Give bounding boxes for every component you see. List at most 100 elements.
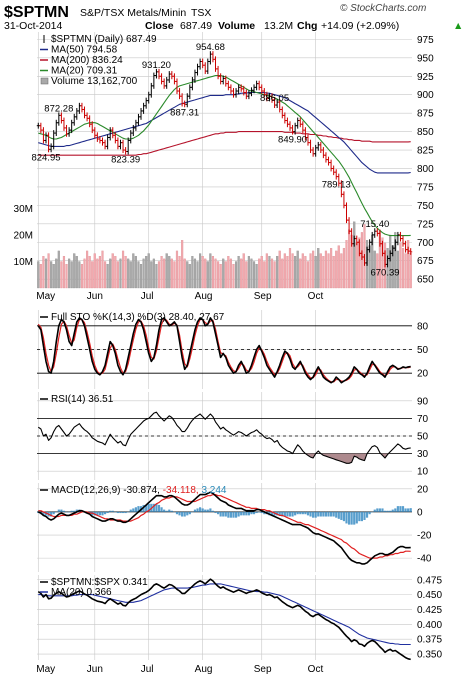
- volume-bar: [101, 250, 104, 289]
- macd-histogram-bar: [116, 511, 119, 514]
- volume-bar: [358, 237, 361, 289]
- volume-bar: [291, 253, 294, 289]
- volume-bar: [309, 253, 312, 289]
- macd-histogram-bar: [196, 508, 199, 512]
- volume-bar: [93, 253, 96, 289]
- macd-histogram-bar: [322, 511, 325, 517]
- volume-bar: [337, 245, 340, 289]
- volume-bar: [152, 258, 155, 289]
- volume-bar: [181, 240, 184, 289]
- legend-label-1: MA(50) 794.58: [51, 45, 118, 56]
- price-ytick-1: 675: [417, 256, 434, 267]
- macd-histogram-bar: [337, 511, 340, 519]
- volume-bar: [62, 256, 66, 289]
- volume-bar: [389, 234, 392, 289]
- volume-bar: [347, 229, 351, 289]
- volume-bar: [186, 261, 189, 289]
- month-label-0-4: Sep: [254, 291, 272, 302]
- legend-swatch-volume: [40, 77, 49, 85]
- legend-label-0: $SPTMN (Daily) 687.49: [51, 34, 157, 45]
- volume-bar: [270, 258, 274, 289]
- volume-bar: [175, 250, 179, 289]
- volume-bar: [157, 261, 161, 289]
- macd-histogram-bar: [65, 511, 68, 513]
- macd-histogram-bar: [73, 510, 76, 512]
- volume-bar: [360, 232, 363, 289]
- volume-bar: [65, 263, 68, 289]
- volume-bar: [206, 261, 209, 289]
- volume-bar: [378, 229, 381, 289]
- macd-histogram-bar: [288, 511, 292, 517]
- volume-bar: [386, 248, 389, 289]
- volume-bar: [121, 250, 125, 289]
- macd-histogram-bar: [312, 511, 315, 518]
- sto-ytick-1: 50: [417, 345, 429, 356]
- macd-histogram-bar: [304, 511, 307, 515]
- macd-histogram-bar: [50, 511, 53, 517]
- macd-histogram-bar: [296, 511, 299, 515]
- volume-bar: [199, 253, 202, 289]
- volume-bar: [137, 261, 140, 289]
- volume-bar: [353, 221, 356, 289]
- volume-bar: [106, 263, 109, 289]
- macd-histogram-bar: [240, 511, 243, 516]
- volume-tick-2: 30M: [14, 204, 33, 215]
- volume-bar: [234, 261, 238, 289]
- macd-histogram-bar: [389, 510, 392, 512]
- volume-bar: [37, 261, 40, 289]
- volume-bar: [145, 256, 148, 289]
- macd-histogram-bar: [96, 511, 99, 516]
- macd-histogram-bar: [242, 511, 245, 516]
- macd-histogram-bar: [309, 511, 312, 517]
- volume-bar: [111, 253, 114, 289]
- volume-bar: [330, 248, 333, 289]
- macd-legend-part-0: MACD(12,26,9) -30.874,: [51, 485, 163, 496]
- price-ytick-6: 800: [417, 164, 434, 175]
- volume-bar: [245, 261, 248, 289]
- macd-histogram-bar: [209, 508, 212, 512]
- volume-bar: [327, 253, 330, 289]
- macd-histogram-bar: [347, 511, 351, 525]
- macd-histogram-bar: [345, 511, 348, 524]
- macd-histogram-bar: [399, 506, 402, 512]
- volume-bar: [376, 253, 379, 289]
- macd-histogram-bar: [52, 511, 55, 515]
- ma20-line: [38, 74, 411, 237]
- volume-bar: [260, 256, 263, 289]
- macd-histogram-bar: [62, 510, 66, 512]
- macd-histogram-bar: [60, 509, 63, 512]
- volume-bar: [147, 253, 150, 289]
- price-ytick-11: 925: [417, 72, 434, 83]
- macd-histogram-bar: [324, 511, 328, 517]
- macd-legend-part-2: 3.244: [201, 485, 226, 496]
- macd-histogram-bar: [129, 509, 132, 512]
- macd-histogram-bar: [258, 511, 261, 513]
- macd-histogram-bar: [70, 510, 73, 512]
- macd-histogram-bar: [145, 504, 148, 512]
- macd-histogram-bar: [142, 504, 145, 512]
- macd-histogram-bar: [178, 511, 181, 516]
- volume-bar: [60, 261, 63, 289]
- macd-histogram-bar: [42, 511, 45, 516]
- macd-histogram-bar: [204, 509, 207, 512]
- change-label: Chg: [297, 20, 317, 32]
- macd-histogram-bar: [191, 511, 194, 513]
- volume-bar: [373, 250, 376, 289]
- price-annotation-7: 849.90: [278, 135, 307, 146]
- macd-histogram-bar: [340, 511, 343, 520]
- volume-bar: [211, 256, 215, 289]
- price-annotation-6: 886.05: [260, 93, 289, 104]
- macd-histogram-bar: [175, 511, 179, 515]
- macd-histogram-bar: [214, 511, 217, 514]
- volume-bar: [127, 258, 130, 289]
- macd-histogram-bar: [103, 511, 107, 515]
- volume-bar: [222, 258, 225, 289]
- rsi-ytick-1: 30: [417, 449, 429, 460]
- chart-header: $SPTMN S&P/TSX Metals/Minin TSX © StockC…: [4, 3, 463, 32]
- volume-bar: [276, 256, 279, 289]
- macd-histogram-bar: [286, 511, 289, 517]
- ratio-ma-line: [38, 583, 411, 646]
- legend-label-3: MA(20) 709.31: [51, 66, 118, 77]
- volume-bar: [286, 256, 289, 289]
